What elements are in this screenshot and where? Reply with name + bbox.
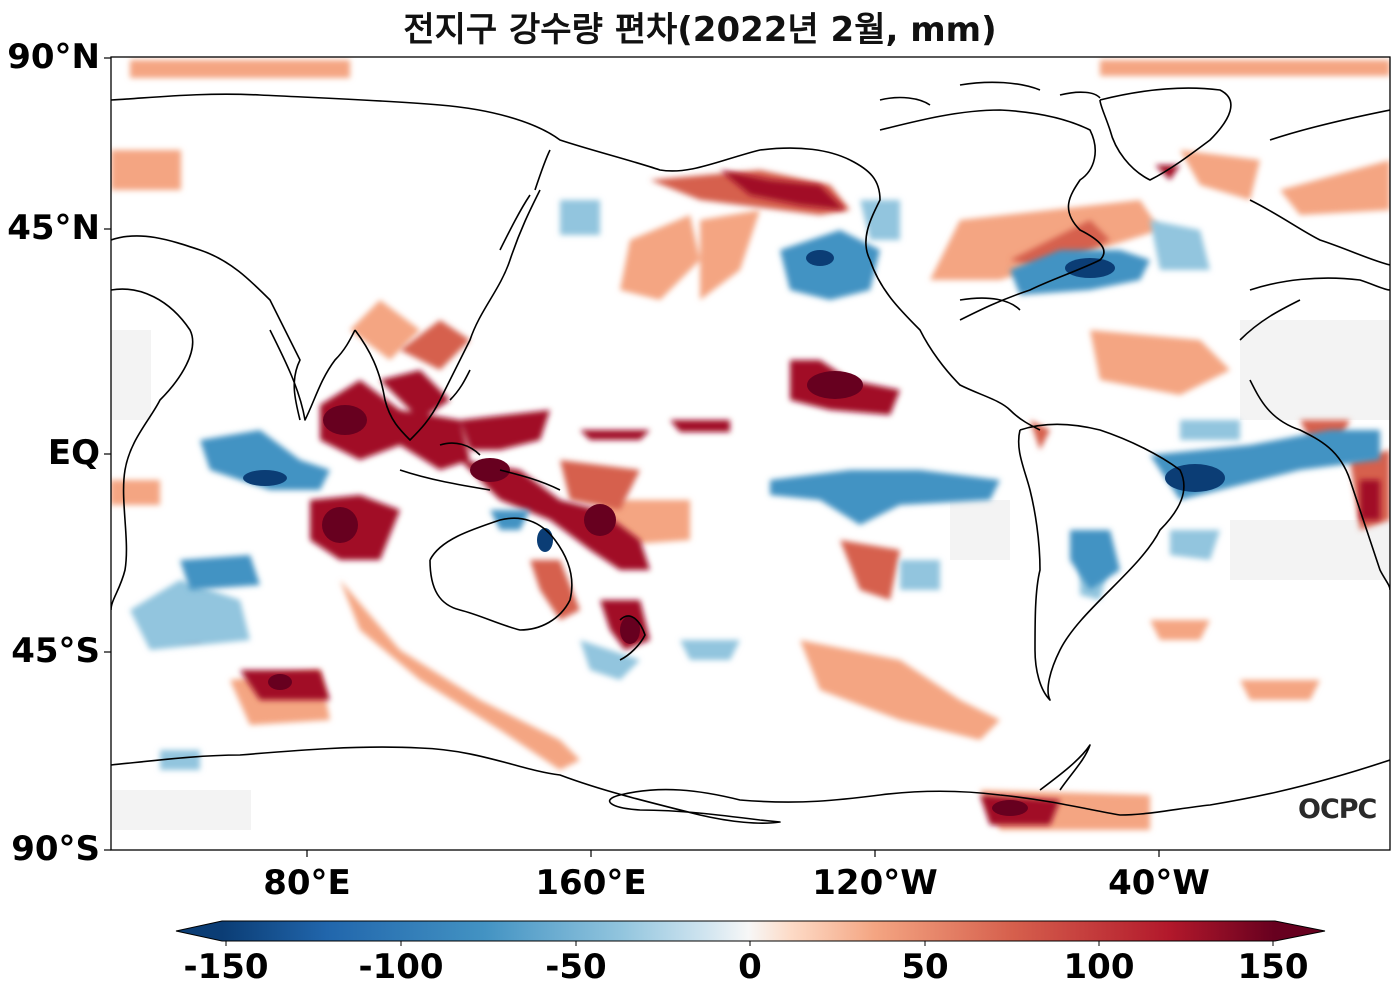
x-tick-label-120w: 120°W — [812, 863, 938, 903]
x-tick-label-80e: 80°E — [263, 863, 351, 903]
x-tick-label-160e: 160°E — [535, 863, 647, 903]
colorbar-label-minus100: -100 — [358, 947, 444, 987]
y-tick-label-90s: 90°S — [11, 829, 100, 869]
colorbar-outline — [175, 920, 1326, 942]
neutral-patches — [111, 320, 1390, 830]
coastlines — [111, 81, 1390, 824]
axis-ticks — [104, 57, 1160, 857]
y-tick-label-45s: 45°S — [11, 631, 100, 671]
colorbar-label-minus50: -50 — [545, 947, 607, 987]
colorbar-ticks — [225, 941, 1274, 946]
anomaly-field — [111, 60, 1390, 830]
y-tick-label-eq: EQ — [47, 433, 100, 473]
map-title: 전지구 강수량 편차(2022년 2월, mm) — [403, 10, 997, 50]
wet-anomaly-extreme — [268, 371, 1028, 816]
colorbar — [175, 920, 1326, 946]
y-tick-label-45n: 45°N — [7, 208, 100, 248]
colorbar-label-50: 50 — [901, 947, 949, 987]
colorbar-label-150: 150 — [1237, 947, 1309, 987]
ocpc-watermark: OCPC — [1298, 794, 1377, 825]
colorbar-label-100: 100 — [1063, 947, 1135, 987]
colorbar-max-extend — [1275, 921, 1325, 941]
colorbar-min-extend — [176, 921, 222, 941]
x-tick-label-40w: 40°W — [1108, 863, 1210, 903]
colorbar-label-minus150: -150 — [183, 947, 269, 987]
y-tick-label-90n: 90°N — [7, 37, 100, 77]
dry-anomaly-light — [130, 200, 1240, 770]
colorbar-label-0: 0 — [738, 947, 762, 987]
colorbar-body — [222, 921, 1275, 941]
